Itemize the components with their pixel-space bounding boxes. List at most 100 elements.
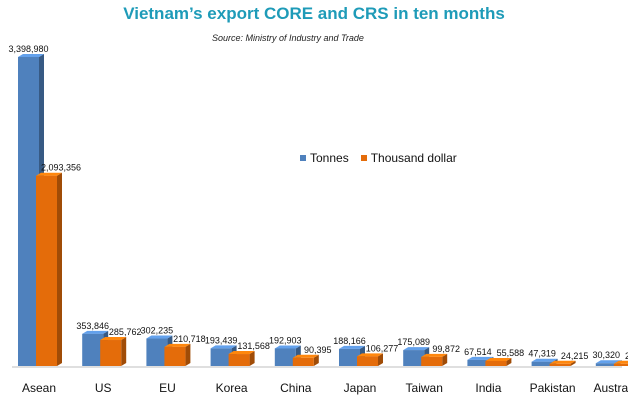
bar-top-pakistan-tonnes (531, 358, 558, 362)
bar-top-australia-tonnes (595, 360, 622, 364)
tick-label-taiwan: Taiwan (406, 381, 443, 395)
bar-us-thousand-dollar (100, 337, 127, 366)
data-label-eu-tonnes: 302,235 (141, 326, 174, 336)
tick-label-japan: Japan (344, 381, 377, 395)
bar-top-india-thousand-dollar (485, 357, 512, 361)
bar-india-thousand-dollar (485, 357, 512, 366)
bar-front-china-tonnes (274, 348, 296, 366)
chart-title: Vietnam’s export CORE and CRS in ten mon… (123, 4, 505, 23)
bar-top-pakistan-thousand-dollar (549, 360, 576, 364)
bar-korea-thousand-dollar (228, 351, 255, 366)
bar-eu-thousand-dollar (164, 343, 191, 366)
bar-side-taiwan-thousand-dollar (442, 353, 448, 366)
data-label-japan-thousand-dollar: 106,277 (366, 343, 399, 353)
data-label-india-thousand-dollar: 55,588 (497, 348, 525, 358)
data-label-japan-tonnes: 188,166 (333, 336, 366, 346)
bar-front-korea-tonnes (210, 348, 232, 366)
legend-item-thousand-dollar: Thousand dollar (360, 151, 457, 165)
legend-swatch-tonnes (300, 155, 306, 161)
bar-top-japan-thousand-dollar (357, 353, 383, 357)
tick-label-eu: EU (159, 381, 176, 395)
data-label-pakistan-tonnes: 47,319 (528, 349, 556, 359)
bar-top-korea-tonnes (210, 345, 237, 349)
bar-japan-thousand-dollar (357, 353, 383, 366)
tick-label-china: China (280, 381, 312, 395)
tick-label-australia: Australia (593, 381, 628, 395)
tick-label-korea: Korea (216, 381, 248, 395)
bar-top-us-thousand-dollar (100, 337, 127, 341)
data-label-australia-thousand-dollar: 24,205 (625, 351, 628, 361)
data-label-us-tonnes: 353,846 (76, 321, 109, 331)
bar-front-australia-thousand-dollar (613, 363, 628, 366)
bar-side-eu-thousand-dollar (185, 343, 191, 366)
bar-top-taiwan-thousand-dollar (421, 353, 448, 357)
bar-front-eu-tonnes (146, 338, 168, 366)
data-label-china-thousand-dollar: 90,395 (304, 345, 332, 355)
data-label-australia-tonnes: 30,320 (593, 350, 621, 360)
legend-label-tonnes: Tonnes (310, 151, 349, 165)
tick-label-india: India (475, 381, 501, 395)
bar-taiwan-thousand-dollar (421, 353, 448, 366)
chart-legend: Tonnes Thousand dollar (300, 151, 469, 165)
data-label-taiwan-tonnes: 175,089 (397, 337, 430, 347)
bar-front-korea-thousand-dollar (228, 354, 250, 366)
bar-front-asean-tonnes (18, 57, 39, 366)
legend-label-thousand-dollar: Thousand dollar (370, 151, 457, 165)
data-label-asean-tonnes: 3,398,980 (8, 44, 48, 54)
bar-side-china-thousand-dollar (313, 354, 319, 366)
data-label-korea-thousand-dollar: 131,568 (237, 341, 270, 351)
bar-top-australia-thousand-dollar (613, 360, 628, 364)
data-label-us-thousand-dollar: 285,762 (109, 327, 142, 337)
bar-top-us-tonnes (82, 330, 109, 334)
bar-top-eu-thousand-dollar (164, 343, 191, 347)
tick-label-us: US (95, 381, 112, 395)
bar-side-pakistan-thousand-dollar (570, 360, 576, 366)
bar-china-thousand-dollar (292, 354, 319, 366)
bar-side-korea-thousand-dollar (249, 351, 255, 366)
bar-front-china-thousand-dollar (292, 357, 314, 366)
bar-front-pakistan-tonnes (531, 361, 553, 366)
tick-label-pakistan: Pakistan (530, 381, 576, 395)
bar-asean-thousand-dollar (36, 172, 62, 366)
legend-item-tonnes: Tonnes (300, 151, 349, 165)
bar-front-india-thousand-dollar (485, 360, 507, 366)
bar-front-taiwan-tonnes (403, 350, 425, 366)
tick-label-asean: Asean (22, 381, 56, 395)
bar-pakistan-thousand-dollar (549, 360, 576, 366)
bar-front-pakistan-thousand-dollar (549, 363, 571, 366)
data-label-asean-thousand-dollar: 2,093,356 (41, 163, 81, 173)
bar-top-taiwan-tonnes (403, 347, 430, 351)
bar-top-china-thousand-dollar (292, 354, 319, 358)
bar-front-australia-tonnes (595, 363, 617, 366)
bar-top-eu-tonnes (146, 335, 173, 339)
chart-source: Source: Ministry of Industry and Trade (212, 33, 364, 43)
bar-front-us-tonnes (82, 333, 104, 366)
bar-top-asean-tonnes (18, 54, 44, 57)
data-label-korea-tonnes: 193,439 (205, 335, 238, 345)
data-label-pakistan-thousand-dollar: 24,215 (561, 351, 589, 361)
bar-side-india-thousand-dollar (506, 357, 512, 366)
legend-swatch-thousand-dollar (360, 155, 367, 161)
bar-front-japan-tonnes (339, 348, 360, 366)
bar-top-china-tonnes (274, 345, 301, 349)
bar-front-india-tonnes (467, 359, 489, 366)
bar-side-asean-thousand-dollar (57, 172, 62, 366)
bar-top-india-tonnes (467, 356, 494, 360)
data-label-eu-thousand-dollar: 210,718 (173, 334, 206, 344)
data-label-taiwan-thousand-dollar: 99,872 (432, 344, 460, 354)
bar-side-us-thousand-dollar (121, 337, 127, 366)
bar-australia-thousand-dollar (613, 360, 628, 366)
bar-front-eu-thousand-dollar (164, 346, 186, 366)
bar-side-japan-thousand-dollar (378, 353, 383, 366)
data-label-india-tonnes: 67,514 (464, 347, 492, 357)
bar-top-asean-thousand-dollar (36, 172, 62, 176)
data-label-china-tonnes: 192,903 (269, 335, 302, 345)
bar-top-korea-thousand-dollar (228, 351, 255, 355)
bar-top-japan-tonnes (339, 345, 365, 349)
bar-front-taiwan-thousand-dollar (421, 356, 443, 366)
bar-front-japan-thousand-dollar (357, 356, 378, 366)
bar-front-us-thousand-dollar (100, 340, 122, 366)
bar-front-asean-thousand-dollar (36, 175, 57, 366)
